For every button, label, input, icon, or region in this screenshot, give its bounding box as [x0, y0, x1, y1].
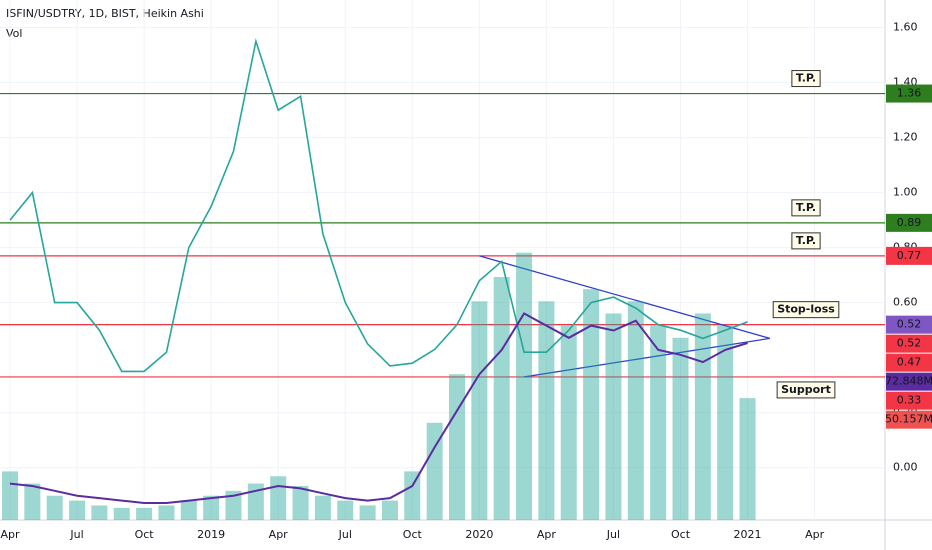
price-label: 50.157M: [885, 413, 932, 426]
price-label: 0.33: [897, 394, 922, 407]
volume-bar: [46, 495, 63, 520]
volume-bar: [2, 471, 18, 520]
x-tick-label: Apr: [269, 528, 289, 541]
price-label-box: [886, 391, 932, 410]
level-note: T.P.: [796, 72, 816, 85]
volume-bar: [717, 325, 734, 520]
volume-bar: [404, 471, 421, 520]
price-label-box: [886, 410, 932, 429]
volume-bar: [650, 325, 667, 520]
volume-bar: [672, 337, 689, 520]
volume-bar: [583, 289, 600, 520]
x-tick-label: Jul: [69, 528, 83, 541]
x-tick-label: Apr: [0, 528, 20, 541]
y-tick-label: 0.00: [893, 461, 918, 474]
volume-bar: [69, 500, 86, 520]
volume-bar: [24, 483, 41, 520]
volume-bar: [605, 313, 622, 520]
volume-bar: [270, 476, 287, 520]
price-label-box: [886, 246, 932, 265]
volume-bar: [381, 500, 398, 520]
x-tick-label: Oct: [671, 528, 691, 541]
volume-bar: [113, 507, 130, 520]
y-tick-label: 1.60: [893, 21, 918, 34]
volume-bar: [91, 505, 108, 520]
chart-title: ISFIN/USDTRY, 1D, BIST, Heikin Ashi: [6, 7, 204, 20]
x-tick-label: Oct: [135, 528, 155, 541]
volume-bar: [314, 495, 331, 520]
volume-bar: [158, 505, 175, 520]
price-label-box: [886, 353, 932, 372]
price-label: 0.52: [897, 318, 922, 331]
level-note-box: [791, 70, 821, 88]
volume-bar: [471, 301, 488, 520]
level-note: T.P.: [796, 234, 816, 247]
volume-bar: [136, 507, 153, 520]
price-label-box: [886, 334, 932, 353]
volume-bar: [493, 277, 510, 520]
volume-bar: [225, 490, 242, 520]
price-label-box: [886, 213, 932, 232]
indicator-title: Vol: [6, 27, 22, 40]
price-label: 0.77: [897, 249, 922, 262]
y-tick-label: 1.20: [893, 131, 918, 144]
price-label-box: [886, 372, 932, 391]
volume-bar: [627, 301, 644, 520]
volume-bar: [516, 252, 533, 520]
volume-bar: [180, 500, 197, 520]
volume-bar: [560, 325, 577, 520]
price-label: 1.36: [897, 87, 922, 100]
volume-bar: [426, 422, 443, 520]
level-note-box: [776, 381, 836, 399]
price-label: 0.89: [897, 216, 922, 229]
price-label: 0.52: [897, 337, 922, 350]
x-tick-label: 2019: [197, 528, 225, 541]
level-note: Stop-loss: [777, 303, 835, 316]
volume-bar: [538, 301, 555, 520]
x-tick-label: Apr: [537, 528, 557, 541]
level-note-box: [772, 301, 840, 319]
trendline: [479, 255, 771, 340]
x-tick-label: Oct: [403, 528, 423, 541]
x-tick-label: Jul: [606, 528, 620, 541]
x-tick-label: 2020: [465, 528, 493, 541]
level-note-box: [791, 232, 821, 250]
price-label-box: [886, 84, 932, 103]
price-line: [9, 38, 748, 373]
x-tick-label: 2021: [734, 528, 762, 541]
price-label-box: [886, 315, 932, 334]
volume-ma-line: [9, 312, 748, 504]
price-label: 0.47: [897, 356, 922, 369]
x-tick-label: Jul: [338, 528, 352, 541]
x-tick-label: Apr: [805, 528, 825, 541]
plot: [0, 0, 885, 520]
volume-bar: [203, 495, 220, 520]
volume-bar: [359, 505, 376, 520]
level-note: Support: [781, 383, 831, 396]
volume-bar: [739, 398, 756, 520]
y-tick-label: 0.60: [893, 296, 918, 309]
volume-bar: [292, 485, 309, 520]
volume-bar: [337, 500, 354, 520]
volume-bar: [694, 313, 711, 520]
trendline: [523, 337, 771, 378]
level-note: T.P.: [796, 201, 816, 214]
price-label: 72.848M: [885, 375, 932, 388]
level-note-box: [791, 199, 821, 217]
y-tick-label: 1.00: [893, 186, 918, 199]
volume-bar: [449, 374, 465, 520]
